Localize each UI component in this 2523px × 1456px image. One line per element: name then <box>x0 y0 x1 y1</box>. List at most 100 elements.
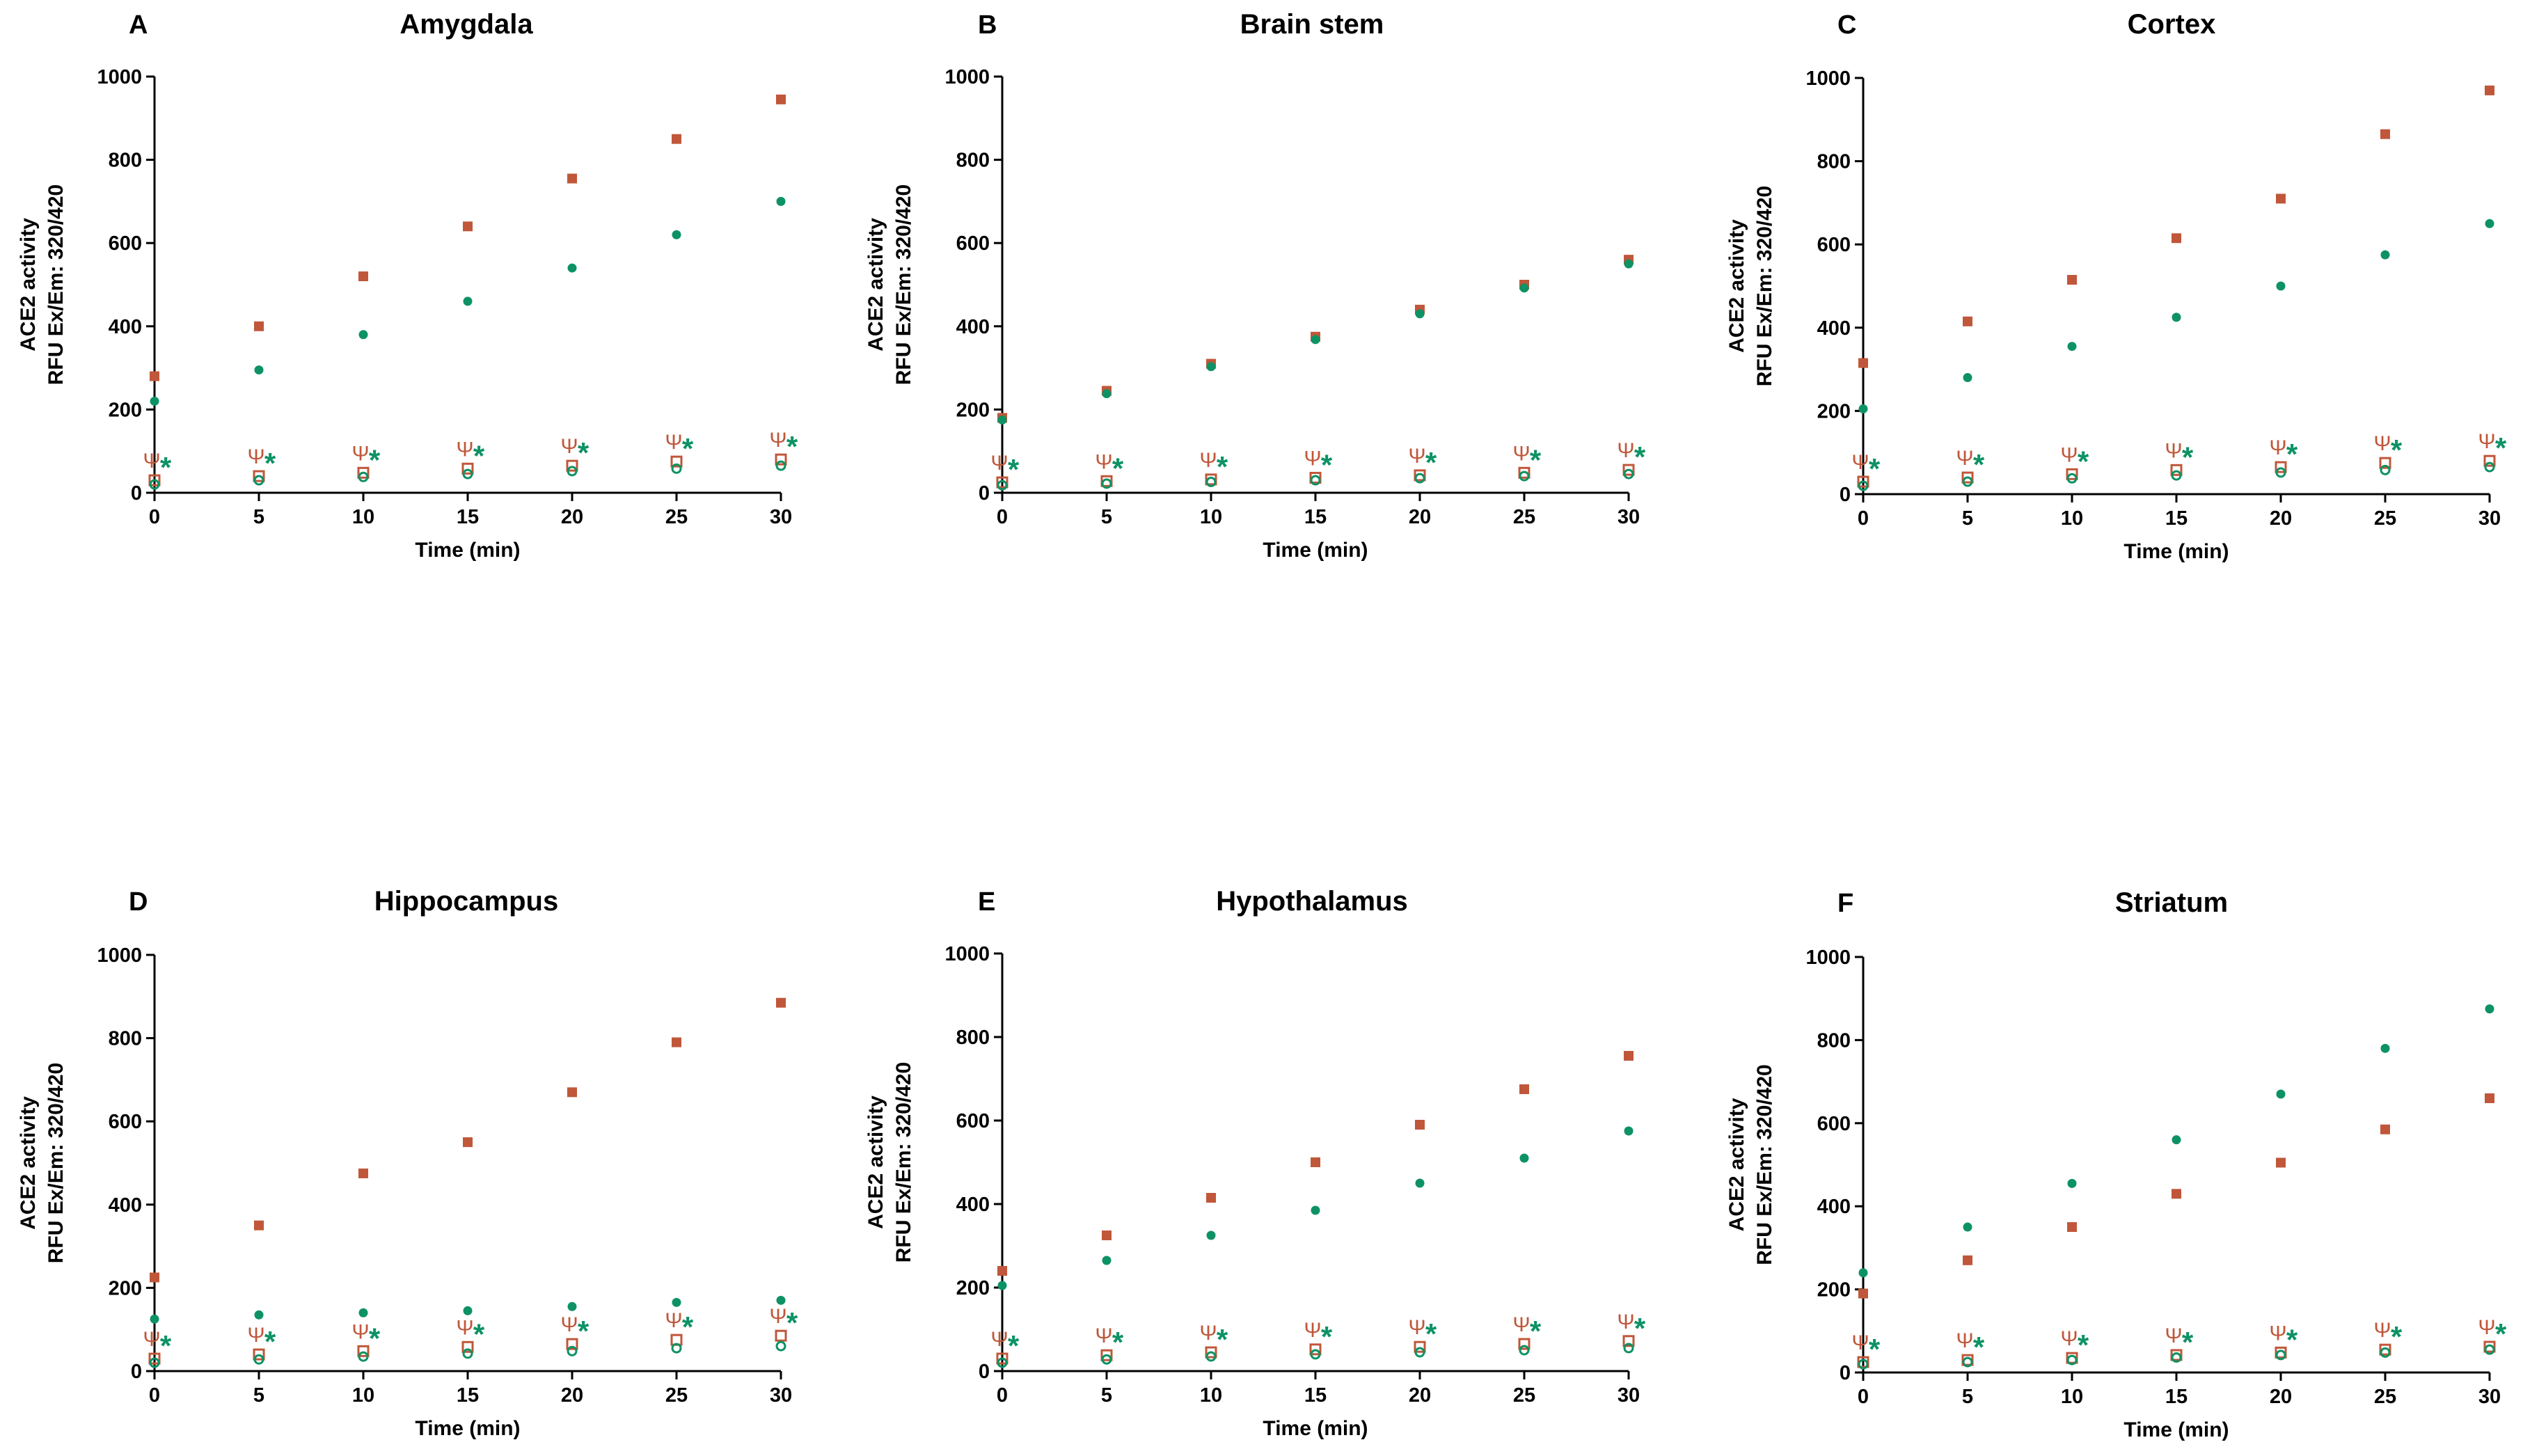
y-tick-label: 400 <box>1817 317 1851 340</box>
x-tick-label: 5 <box>1962 1386 1973 1408</box>
y-tick-label: 0 <box>1840 484 1851 506</box>
data-point <box>150 371 159 381</box>
psi-annotation: Ψ <box>1199 1322 1217 1345</box>
psi-annotation: Ψ <box>1617 439 1634 462</box>
y-tick-label: 400 <box>956 1194 990 1216</box>
data-point <box>462 1348 473 1359</box>
star-annotation: * <box>264 1325 276 1358</box>
data-point <box>671 1343 682 1354</box>
x-tick-label: 25 <box>2374 507 2396 530</box>
data-point <box>2171 470 2182 481</box>
data-point <box>1414 469 1426 482</box>
data-point <box>776 1295 786 1305</box>
psi-annotation: Ψ <box>990 1328 1008 1351</box>
psi-annotation: Ψ <box>456 438 473 461</box>
y-axis-label: ACE2 activity <box>1725 1098 1748 1231</box>
y-tick-label: 800 <box>109 1028 142 1050</box>
y-tick-label: 0 <box>979 482 990 505</box>
psi-annotation: Ψ <box>2373 432 2391 455</box>
x-tick-label: 10 <box>1200 1384 1222 1407</box>
x-tick-label: 0 <box>997 1384 1008 1407</box>
data-point <box>2171 1352 2182 1363</box>
star-annotation: * <box>2391 1320 2403 1353</box>
psi-annotation: Ψ <box>1199 449 1217 472</box>
x-axis-label: Time (min) <box>2123 1418 2229 1441</box>
y-tick-label: 1000 <box>1805 68 1851 90</box>
x-tick-label: 10 <box>2061 1386 2083 1408</box>
y-tick-label: 0 <box>979 1361 990 1383</box>
star-annotation: * <box>2182 441 2194 473</box>
data-point <box>1415 309 1425 319</box>
data-point <box>1858 1359 1869 1370</box>
data-point <box>1100 475 1113 487</box>
star-annotation: * <box>2391 434 2403 466</box>
data-point <box>1309 1343 1322 1356</box>
x-tick-label: 0 <box>997 506 1008 528</box>
y-tick-label: 600 <box>956 232 990 255</box>
data-point <box>1206 362 1216 372</box>
data-point <box>2066 473 2078 484</box>
data-point <box>2380 1347 2391 1358</box>
x-tick-label: 0 <box>1858 1386 1869 1408</box>
chart-title: Amygdala <box>400 9 533 40</box>
data-point <box>2067 1178 2077 1188</box>
data-point <box>1206 1193 1216 1203</box>
star-annotation: * <box>2495 1317 2507 1350</box>
data-point <box>2485 219 2494 228</box>
psi-annotation: Ψ <box>560 435 578 458</box>
data-point <box>1857 1356 1869 1368</box>
data-point <box>997 1266 1007 1276</box>
data-point <box>2275 467 2286 478</box>
data-point <box>1519 1153 1529 1163</box>
data-point <box>1858 1268 1868 1278</box>
data-point <box>1623 468 1634 480</box>
data-point <box>1205 1351 1217 1362</box>
x-tick-label: 15 <box>457 1384 479 1407</box>
data-point <box>1102 389 1112 399</box>
data-point <box>1624 259 1634 269</box>
data-point <box>1311 1205 1320 1215</box>
y-axis-label: RFU Ex/Em: 320/420 <box>45 184 68 385</box>
data-point <box>1858 1288 1868 1299</box>
data-point <box>997 1357 1008 1368</box>
data-point <box>1205 1346 1217 1359</box>
data-point <box>2484 1344 2495 1355</box>
data-point <box>997 415 1007 425</box>
data-point <box>2380 464 2391 475</box>
star-annotation: * <box>160 451 172 484</box>
x-tick-label: 15 <box>1304 506 1327 528</box>
data-point <box>254 365 264 375</box>
data-point <box>2067 342 2077 351</box>
data-point <box>2275 1350 2286 1361</box>
data-point <box>1205 476 1217 487</box>
data-point <box>671 463 682 474</box>
data-point <box>2066 1354 2078 1366</box>
data-point <box>2483 1340 2496 1353</box>
psi-annotation: Ψ <box>2165 1324 2182 1347</box>
x-tick-label: 30 <box>1618 1384 1640 1407</box>
star-annotation: * <box>264 447 276 480</box>
data-point <box>2483 454 2496 467</box>
y-tick-label: 400 <box>109 316 142 338</box>
data-point <box>1962 1356 1973 1368</box>
x-tick-label: 0 <box>149 1384 160 1407</box>
data-point <box>672 1297 681 1307</box>
psi-annotation: Ψ <box>2478 1316 2495 1339</box>
data-point <box>1624 1051 1634 1061</box>
x-tick-label: 25 <box>1513 506 1535 528</box>
star-annotation: * <box>1634 441 1646 473</box>
data-point <box>462 468 473 480</box>
x-axis-label: Time (min) <box>1263 1417 1368 1440</box>
star-annotation: * <box>473 439 485 472</box>
x-tick-label: 10 <box>352 1384 374 1407</box>
x-tick-label: 5 <box>253 506 264 528</box>
data-point <box>1311 1157 1320 1167</box>
x-tick-label: 25 <box>665 506 688 528</box>
data-point <box>566 1338 578 1350</box>
panel-letter: B <box>978 10 997 40</box>
data-point <box>358 1168 368 1178</box>
y-axis-label: RFU Ex/Em: 320/420 <box>892 184 915 385</box>
star-annotation: * <box>1869 452 1881 485</box>
data-point <box>2379 1343 2391 1356</box>
x-tick-label: 5 <box>1101 1384 1112 1407</box>
